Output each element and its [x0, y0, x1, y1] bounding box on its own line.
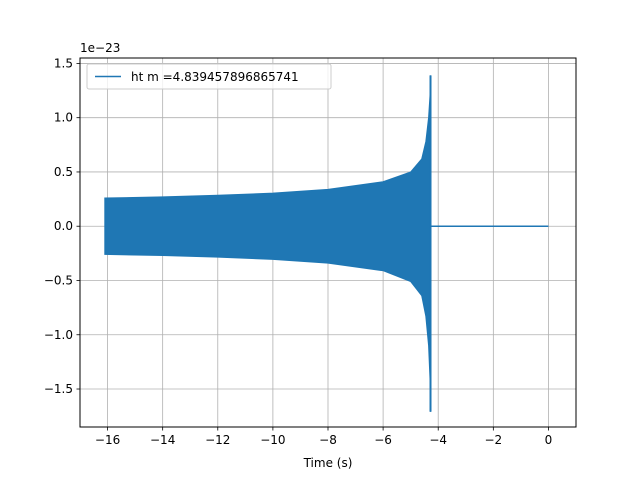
x-tick-label: −16: [95, 433, 120, 447]
x-tick-label: −6: [374, 433, 392, 447]
legend: ht m =4.839457896865741: [86, 63, 332, 90]
grid: [80, 58, 576, 427]
waveform-envelope: [104, 75, 432, 412]
series-layer: [104, 75, 549, 412]
y-tick-label: 0.5: [54, 165, 73, 179]
legend-label: ht m =4.839457896865741: [131, 70, 299, 84]
x-tick-label: −4: [429, 433, 447, 447]
y-tick-label: 1.0: [54, 111, 73, 125]
y-tick-label: −0.5: [44, 273, 73, 287]
x-tick-label: −12: [205, 433, 230, 447]
y-tick-label: −1.0: [44, 328, 73, 342]
x-tick-label: −14: [150, 433, 175, 447]
y-tick-label: −1.5: [44, 382, 73, 396]
y-offset-label: 1e−23: [80, 41, 120, 55]
x-tick-label: −10: [260, 433, 285, 447]
y-tick-label: 0.0: [54, 219, 73, 233]
legend-box: [86, 63, 332, 90]
x-axis-label: Time (s): [303, 456, 353, 470]
y-axis: −1.5 −1.0 −0.5 0.0 0.5 1.0 1.5: [44, 56, 80, 396]
y-tick-label: 1.5: [54, 56, 73, 70]
x-axis: −16 −14 −12 −10 −8 −6 −4 −2 0: [95, 427, 552, 447]
x-tick-label: 0: [545, 433, 553, 447]
x-tick-label: −8: [319, 433, 337, 447]
x-tick-label: −2: [484, 433, 502, 447]
